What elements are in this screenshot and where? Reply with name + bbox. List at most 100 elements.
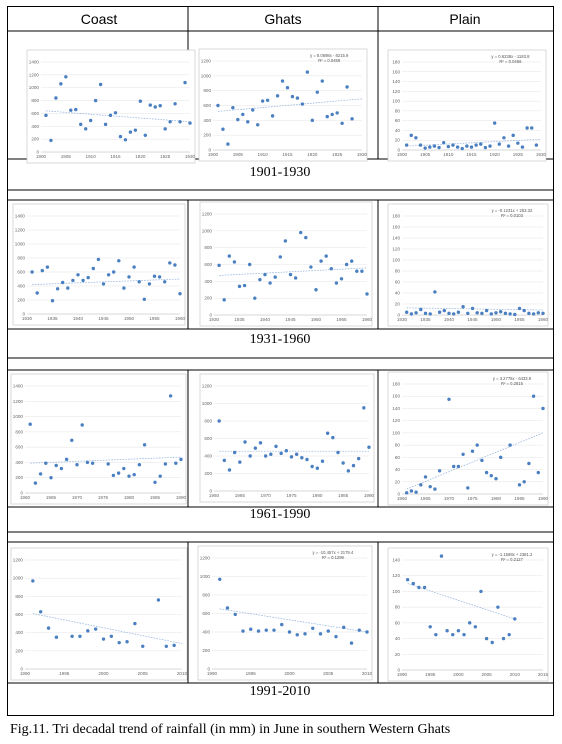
x-tick-label: 1960 bbox=[175, 316, 186, 321]
data-point bbox=[315, 466, 320, 470]
y-tick-label: 1200 bbox=[29, 72, 40, 77]
data-point bbox=[295, 96, 300, 100]
data-point bbox=[260, 99, 265, 103]
data-point bbox=[490, 640, 494, 645]
data-point bbox=[531, 312, 536, 316]
data-point bbox=[31, 579, 35, 583]
data-point bbox=[49, 476, 53, 480]
data-point bbox=[507, 632, 511, 637]
data-point bbox=[517, 306, 522, 311]
x-tick-label: 1970 bbox=[72, 495, 83, 500]
x-tick-label: 1940 bbox=[444, 317, 455, 322]
x-tick-label: 1975 bbox=[467, 496, 478, 501]
data-point bbox=[434, 632, 438, 637]
data-point bbox=[283, 239, 288, 243]
data-point bbox=[304, 235, 308, 240]
data-point bbox=[405, 491, 409, 495]
y-tick-label: 0 bbox=[207, 667, 210, 672]
data-point bbox=[70, 634, 74, 638]
data-point bbox=[442, 140, 446, 145]
data-point bbox=[475, 443, 479, 447]
data-point bbox=[269, 452, 273, 456]
data-point bbox=[156, 598, 161, 602]
data-point bbox=[71, 278, 75, 283]
data-point bbox=[232, 450, 237, 455]
y-tick-label: 200 bbox=[31, 137, 39, 142]
data-point bbox=[78, 634, 82, 638]
data-point bbox=[480, 311, 484, 316]
data-point bbox=[287, 630, 292, 634]
x-tick-label: 1960 bbox=[362, 317, 373, 322]
x-tick-label: 1990 bbox=[538, 496, 549, 501]
data-point bbox=[466, 311, 470, 316]
y-tick-label: 0 bbox=[20, 667, 23, 672]
y-tick-label: 600 bbox=[203, 103, 211, 108]
y-tick-label: 160 bbox=[392, 69, 400, 74]
x-tick-label: 1925 bbox=[332, 152, 343, 157]
data-point bbox=[59, 466, 64, 471]
y-tick-label: 200 bbox=[202, 648, 210, 653]
chart-frame bbox=[10, 373, 187, 505]
data-point bbox=[483, 145, 488, 150]
data-point bbox=[127, 275, 131, 279]
data-point bbox=[324, 254, 328, 258]
data-point bbox=[163, 280, 167, 284]
y-tick-label: 400 bbox=[15, 630, 23, 635]
data-point bbox=[54, 463, 58, 468]
data-point bbox=[300, 456, 304, 460]
data-point bbox=[137, 280, 141, 284]
y-tick-label: 100 bbox=[392, 99, 400, 104]
data-point bbox=[238, 460, 242, 464]
data-point bbox=[178, 120, 182, 124]
y-tick-label: 1000 bbox=[202, 401, 213, 406]
data-point bbox=[108, 113, 113, 118]
data-point bbox=[513, 312, 517, 317]
data-point bbox=[44, 461, 48, 465]
data-point bbox=[172, 643, 176, 648]
data-point bbox=[433, 290, 437, 294]
data-point bbox=[88, 118, 93, 123]
data-point bbox=[418, 143, 423, 147]
x-tick-label: 1995 bbox=[425, 672, 436, 677]
data-point bbox=[132, 472, 136, 477]
data-point bbox=[310, 464, 314, 469]
chart-ghats-1931-1960: 0 200 400 600 800 1000 1200 1930 1935 1940 1945 195… bbox=[199, 201, 373, 327]
y-tick-label: 1000 bbox=[13, 414, 24, 419]
data-point bbox=[484, 308, 489, 313]
chart-frame bbox=[197, 545, 373, 681]
data-point bbox=[451, 632, 455, 637]
data-point bbox=[303, 632, 307, 636]
data-point bbox=[86, 275, 90, 280]
x-tick-label: 1910 bbox=[86, 154, 97, 159]
data-point bbox=[367, 445, 371, 449]
data-point bbox=[326, 629, 330, 633]
y-tick-label: 140 bbox=[392, 236, 400, 241]
trend-r-squared: R² = 0.2127 bbox=[501, 557, 524, 562]
data-point bbox=[168, 394, 173, 398]
x-tick-label: 1915 bbox=[282, 152, 293, 157]
data-point bbox=[489, 473, 493, 478]
y-tick-label: 120 bbox=[392, 247, 400, 252]
data-point bbox=[280, 622, 284, 627]
data-point bbox=[76, 273, 80, 277]
x-tick-label: 1920 bbox=[307, 152, 318, 157]
data-point bbox=[137, 463, 142, 467]
data-point bbox=[456, 310, 461, 314]
data-point bbox=[138, 99, 143, 103]
data-point bbox=[226, 142, 230, 146]
x-tick-label: 2005 bbox=[323, 671, 334, 676]
data-point bbox=[98, 82, 103, 87]
x-tick-label: 1980 bbox=[491, 496, 502, 501]
data-point bbox=[405, 310, 409, 314]
y-tick-label: 400 bbox=[203, 118, 211, 123]
x-tick-label: 1905 bbox=[233, 152, 244, 157]
period-label-1901-1930: 1901-1930 bbox=[250, 165, 311, 180]
data-point bbox=[299, 230, 303, 235]
data-point bbox=[345, 85, 349, 89]
data-point bbox=[484, 470, 489, 475]
y-tick-label: 0 bbox=[397, 313, 400, 318]
y-tick-label: 80 bbox=[395, 269, 401, 274]
data-point bbox=[531, 394, 536, 398]
data-point bbox=[79, 122, 83, 127]
